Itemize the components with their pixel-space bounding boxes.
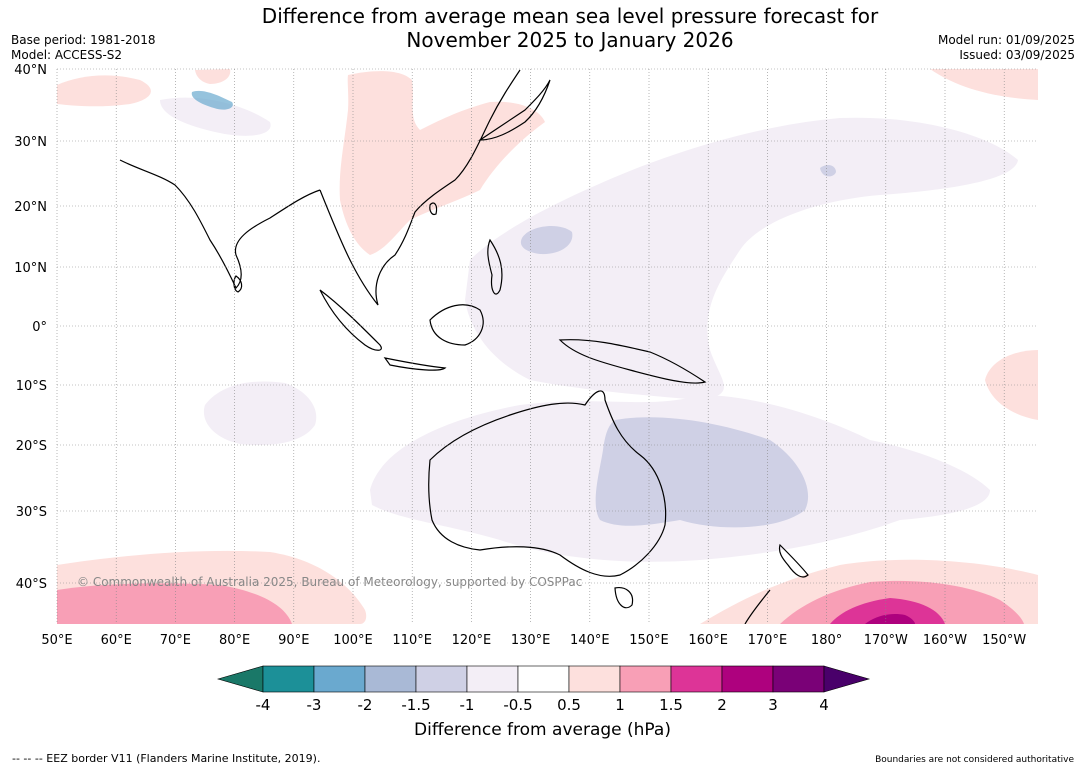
colorbar-segment xyxy=(568,665,621,693)
issued-date: Issued: 03/09/2025 xyxy=(959,48,1075,62)
metadata-left: Base period: 1981-2018 Model: ACCESS-S2 xyxy=(11,33,156,63)
lon-label: 60°E xyxy=(101,633,132,648)
base-period: Base period: 1981-2018 xyxy=(11,33,156,47)
coastlines xyxy=(119,69,809,624)
map-gridlines xyxy=(56,68,1038,624)
negative-anomaly-tibet xyxy=(191,90,233,110)
lat-label: 20°S xyxy=(16,439,47,454)
positive-anomaly-china xyxy=(339,71,545,256)
lat-label: 30°S xyxy=(16,505,47,520)
colorbar-tick: 4 xyxy=(819,696,829,714)
lat-label: 40°S xyxy=(16,577,47,592)
lon-label: 110°E xyxy=(392,633,432,648)
lon-label: 170°W xyxy=(864,633,908,648)
coastline-india xyxy=(119,159,321,290)
colorbar-tick: 2 xyxy=(717,696,727,714)
colorbar-tick: 0.5 xyxy=(557,696,581,714)
lon-label: 180° xyxy=(811,633,842,648)
positive-anomaly-central-pacific-north xyxy=(930,69,1038,100)
model-run: Model run: 01/09/2025 xyxy=(937,33,1075,47)
colorbar-segment xyxy=(313,665,366,693)
colorbar-segment xyxy=(772,665,825,693)
coastline-borneo xyxy=(429,304,484,346)
negative-anomaly-small xyxy=(820,165,836,177)
positive-anomaly-mid-southwest xyxy=(57,583,292,624)
coastline-australia xyxy=(428,390,667,577)
colorbar-segment xyxy=(670,665,723,693)
lon-label: 150°W xyxy=(982,633,1026,648)
lon-label: 150°E xyxy=(629,633,669,648)
lon-label: 120°E xyxy=(452,633,492,648)
lon-label: 170°E xyxy=(748,633,788,648)
pressure-anomaly-layer xyxy=(57,69,1038,624)
title-line-1: Difference from average mean sea level p… xyxy=(261,4,879,28)
lon-label: 130°E xyxy=(511,633,551,648)
lon-label: 70°E xyxy=(160,633,191,648)
copyright-notice: © Commonwealth of Australia 2025, Bureau… xyxy=(77,575,582,589)
coastline-tasmania xyxy=(614,587,634,609)
map-title: Difference from average mean sea level p… xyxy=(240,4,900,52)
lat-label: 40°N xyxy=(14,63,47,78)
coastline-sumatra xyxy=(319,289,382,351)
colorbar: -4 -3 -2 -1.5 -1 -0.5 0.5 1 1.5 2 3 4 xyxy=(216,665,871,714)
colorbar-min-arrow xyxy=(216,665,264,693)
colorbar-segment xyxy=(262,665,315,693)
colorbar-tick: 1.5 xyxy=(659,696,683,714)
lon-label: 90°E xyxy=(278,633,309,648)
lon-label: 160°E xyxy=(688,633,728,648)
coastline-taiwan xyxy=(429,202,438,216)
coastline-sri-lanka xyxy=(233,275,243,293)
coastline-new-guinea xyxy=(558,339,707,384)
positive-anomaly-arabia xyxy=(57,75,151,107)
positive-anomaly-northwest xyxy=(195,69,231,84)
eez-note: -- -- -- EEZ border V11 (Flanders Marine… xyxy=(12,752,321,765)
lat-label: 0° xyxy=(32,320,47,335)
colorbar-tick: -3 xyxy=(307,696,322,714)
negative-anomaly-north-pacific xyxy=(465,117,1018,400)
latitude-labels: 40°N 30°N 20°N 10°N 0° 10°S 20°S 30°S 40°S xyxy=(14,63,47,592)
coastline-new-zealand xyxy=(744,543,809,624)
lon-label: 100°E xyxy=(333,633,373,648)
colorbar-tick: 1 xyxy=(615,696,625,714)
coastline-japan xyxy=(478,79,551,141)
lat-label: 20°N xyxy=(14,200,47,215)
coastline-java xyxy=(383,357,447,371)
positive-anomaly-strong-southeast xyxy=(830,598,945,624)
colorbar-segment xyxy=(415,665,468,693)
lon-label: 50°E xyxy=(41,633,72,648)
title-line-2: November 2025 to January 2026 xyxy=(406,28,734,52)
colorbar-segment xyxy=(466,665,519,693)
lat-label: 30°N xyxy=(14,135,47,150)
colorbar-label: Difference from average (hPa) xyxy=(414,720,671,740)
colorbar-tick: -2 xyxy=(358,696,373,714)
negative-anomaly-indian-ocean xyxy=(203,381,317,446)
colorbar-segment xyxy=(619,665,672,693)
model-name: Model: ACCESS-S2 xyxy=(11,48,123,62)
colorbar-segment xyxy=(721,665,774,693)
positive-anomaly-core-southeast xyxy=(865,614,915,624)
longitude-labels: 50°E 60°E 70°E 80°E 90°E 100°E 110°E 120°E 130°E… xyxy=(41,633,1026,648)
colorbar-tick: 3 xyxy=(768,696,778,714)
metadata-right: Model run: 01/09/2025 Issued: 03/09/2025 xyxy=(938,33,1075,63)
coastline-philippines xyxy=(487,238,503,295)
negative-anomaly-himalaya xyxy=(160,97,271,136)
colorbar-segment xyxy=(517,665,570,693)
colorbar-max-arrow xyxy=(823,665,871,693)
lat-label: 10°N xyxy=(14,261,47,276)
colorbar-tick: -0.5 xyxy=(503,696,532,714)
lon-label: 80°E xyxy=(219,633,250,648)
colorbar-tick: -1 xyxy=(460,696,475,714)
colorbar-segment xyxy=(364,665,417,693)
colorbar-tick: -4 xyxy=(256,696,271,714)
colorbar-tick: -1.5 xyxy=(401,696,430,714)
boundary-disclaimer: Boundaries are not considered authoritat… xyxy=(875,755,1074,765)
negative-anomaly-philippine-sea xyxy=(520,226,573,255)
lon-label: 160°W xyxy=(923,633,967,648)
coastline-southeast-asia xyxy=(319,69,521,306)
lon-label: 140°E xyxy=(570,633,610,648)
lat-label: 10°S xyxy=(16,379,47,394)
